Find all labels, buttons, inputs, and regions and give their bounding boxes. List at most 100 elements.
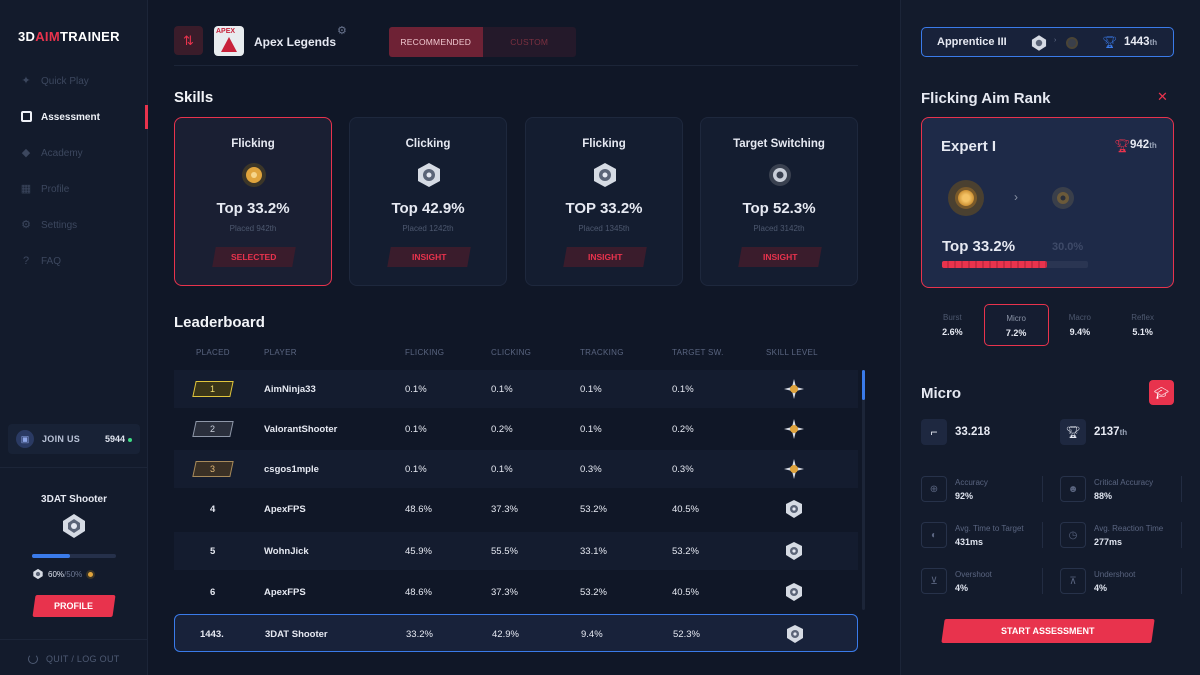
- sidebar-item-quick-play[interactable]: ✦ Quick Play: [0, 63, 148, 99]
- close-icon[interactable]: ✕: [1157, 89, 1168, 104]
- academy-button[interactable]: 🎓︎: [1149, 380, 1174, 405]
- rank-progress-bar: [942, 261, 1088, 268]
- cell-player[interactable]: AimNinja33: [264, 384, 316, 395]
- tab-custom[interactable]: CUSTOM: [482, 27, 576, 57]
- graduation-cap-icon: 🎓︎: [1153, 385, 1170, 400]
- skill-placed: Placed 942th: [229, 224, 277, 233]
- metric-accuracy: ⊕ Accuracy 92%: [921, 472, 1043, 506]
- sidebar-item-profile[interactable]: ▦ Profile: [0, 171, 148, 207]
- arrow-right-icon: ›: [1054, 37, 1057, 44]
- current-rank-box[interactable]: Apprentice III › 🏆︎ 1443th: [921, 27, 1174, 57]
- tab-micro[interactable]: Micro 7.2%: [983, 304, 1049, 346]
- sidebar-item-academy[interactable]: ◆ Academy: [0, 135, 148, 171]
- trophy-icon: 🏆︎: [1060, 419, 1086, 445]
- tab-label: RECOMMENDED: [400, 37, 472, 47]
- skill-percent: Top 42.9%: [391, 200, 465, 217]
- game-settings-icon[interactable]: ⚙: [337, 25, 347, 37]
- metric-time-to-target: ◐ Avg. Time to Target 431ms: [921, 518, 1043, 552]
- cell-player[interactable]: ApexFPS: [264, 587, 306, 598]
- skill-card-flicking-2[interactable]: Flicking TOP 33.2% Placed 1345th INSIGHT: [525, 117, 683, 286]
- skill-insight-button[interactable]: INSIGHT: [563, 247, 647, 267]
- scrollbar-thumb[interactable]: [862, 370, 865, 400]
- cell-player[interactable]: ApexFPS: [264, 504, 306, 515]
- skill-selected-tag[interactable]: SELECTED: [212, 247, 296, 267]
- profile-progress-bar: [32, 554, 116, 558]
- place-value: 3: [210, 464, 216, 474]
- logo-part: 3D: [18, 29, 36, 44]
- table-row[interactable]: 4 ApexFPS 48.6% 37.3% 53.2% 40.5%: [174, 490, 858, 528]
- skill-name: Flicking: [231, 138, 275, 150]
- col-flicking[interactable]: FLICKING: [405, 348, 445, 357]
- cell-clicking: 0.1%: [491, 464, 513, 475]
- profile-button[interactable]: PROFILE: [32, 595, 116, 617]
- rank-position-suffix: th: [1149, 38, 1158, 47]
- cell-player[interactable]: ValorantShooter: [264, 424, 338, 435]
- skill-card-target-switching[interactable]: Target Switching Top 52.3% Placed 3142th…: [700, 117, 858, 286]
- cell-tracking: 33.1%: [580, 546, 607, 557]
- table-row[interactable]: 6 ApexFPS 48.6% 37.3% 53.2% 40.5%: [174, 573, 858, 611]
- leaderboard-scrollbar[interactable]: [862, 370, 865, 610]
- micro-position: 🏆︎ 2137th: [1060, 418, 1127, 446]
- gold-rank-icon: [86, 569, 96, 579]
- cell-flicking: 48.6%: [405, 504, 432, 515]
- cell-clicking: 55.5%: [491, 546, 518, 557]
- sidebar-item-label: Academy: [41, 147, 83, 159]
- place-value: 5: [210, 546, 216, 557]
- quit-button[interactable]: QUIT / LOG OUT: [28, 654, 120, 664]
- swap-game-button[interactable]: ⇅: [174, 26, 203, 55]
- tab-value: 7.2%: [1005, 328, 1027, 338]
- silver-rank-icon: [594, 163, 616, 187]
- start-assessment-button[interactable]: START ASSESSMENT: [941, 619, 1155, 643]
- sidebar-item-assessment[interactable]: Assessment: [0, 99, 148, 135]
- place-badge: 1: [192, 381, 234, 397]
- table-row[interactable]: 1 AimNinja33 0.1% 0.1% 0.1% 0.1%: [174, 370, 858, 408]
- skill-insight-button[interactable]: INSIGHT: [387, 247, 471, 267]
- col-clicking[interactable]: CLICKING: [491, 348, 532, 357]
- table-row[interactable]: 2 ValorantShooter 0.1% 0.2% 0.1% 0.2%: [174, 410, 858, 448]
- cell-player[interactable]: 3DAT Shooter: [265, 629, 328, 640]
- rank-position: 1443th: [1124, 36, 1157, 48]
- skill-card-flicking[interactable]: Flicking Top 33.2% Placed 942th SELECTED: [174, 117, 332, 286]
- table-row[interactable]: 5 WohnJick 45.9% 55.5% 33.1% 53.2%: [174, 532, 858, 570]
- sidebar-item-faq[interactable]: ? FAQ: [0, 243, 148, 279]
- col-placed[interactable]: PLACED: [196, 348, 230, 357]
- skill-name: Target Switching: [733, 138, 825, 150]
- tab-value: 2.6%: [942, 327, 963, 337]
- metric-label: Undershoot: [1094, 569, 1136, 579]
- question-icon: ?: [22, 255, 30, 267]
- cell-player[interactable]: WohnJick: [264, 546, 309, 557]
- tab-macro[interactable]: Macro 9.4%: [1049, 304, 1112, 346]
- skill-insight-button[interactable]: INSIGHT: [738, 247, 822, 267]
- col-skill-level[interactable]: SKILL LEVEL: [766, 348, 818, 357]
- logo[interactable]: 3DAIMTRAINER: [18, 29, 120, 44]
- col-tracking[interactable]: TRACKING: [580, 348, 624, 357]
- cell-target: 53.2%: [672, 546, 699, 557]
- leaderboard-header: PLACED PLAYER FLICKING CLICKING TRACKING…: [174, 346, 858, 360]
- tab-recommended[interactable]: RECOMMENDED: [389, 27, 483, 57]
- sidebar-nav: ✦ Quick Play Assessment ◆ Academy ▦ Profile…: [0, 63, 148, 279]
- place-value: 1: [210, 384, 216, 394]
- col-target-switching[interactable]: TARGET SW.: [672, 348, 724, 357]
- rank-progress-fill: [942, 261, 1048, 268]
- progress-current: 60%: [48, 569, 65, 579]
- skill-placed: Placed 1345th: [578, 224, 630, 233]
- join-us-label: JOIN US: [42, 434, 81, 444]
- sidebar-item-settings[interactable]: ⚙ Settings: [0, 207, 148, 243]
- assessment-icon: [20, 111, 32, 123]
- profile-card: 3DAT Shooter 60%/50% PROFILE: [0, 467, 148, 640]
- cell-clicking: 0.2%: [491, 424, 513, 435]
- trophy-icon: 🏆︎: [1102, 35, 1118, 49]
- table-row[interactable]: 3 csgos1mple 0.1% 0.1% 0.3% 0.3%: [174, 450, 858, 488]
- cell-player[interactable]: csgos1mple: [264, 464, 319, 475]
- tab-burst[interactable]: Burst 2.6%: [921, 304, 984, 346]
- cell-clicking: 37.3%: [491, 587, 518, 598]
- table-row-current-user[interactable]: 1443. 3DAT Shooter 33.2% 42.9% 9.4% 52.3%: [174, 614, 858, 652]
- col-player[interactable]: PLAYER: [264, 348, 297, 357]
- timer-icon: ◷: [1060, 522, 1086, 548]
- skill-card-clicking[interactable]: Clicking Top 42.9% Placed 1242th INSIGHT: [349, 117, 507, 286]
- join-us-bar[interactable]: ▣ JOIN US 5944: [8, 424, 140, 454]
- tab-reflex[interactable]: Reflex 5.1%: [1111, 304, 1174, 346]
- silver-rank-icon: [786, 500, 802, 518]
- cell-target: 40.5%: [672, 504, 699, 515]
